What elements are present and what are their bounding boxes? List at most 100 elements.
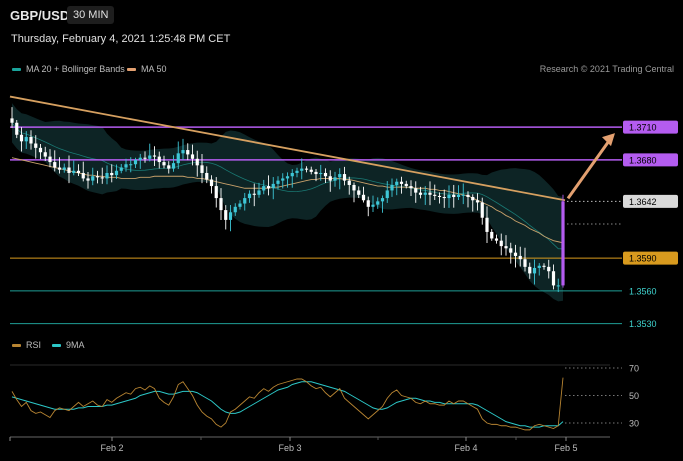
rsi-tick-30: 30 xyxy=(629,419,639,429)
candle-body xyxy=(219,198,223,211)
candle-body xyxy=(480,202,484,218)
price-label-box-1.3710 xyxy=(623,120,678,134)
candle-body xyxy=(143,157,147,159)
legend-swatch-ma50 xyxy=(127,67,136,71)
candle-body xyxy=(385,190,389,199)
candle-body xyxy=(43,152,47,157)
candle-body xyxy=(209,179,214,187)
candle-body xyxy=(129,164,133,166)
candle-body xyxy=(119,167,123,171)
candle-body xyxy=(290,172,294,177)
candle-body xyxy=(247,193,252,199)
timeframe-badge[interactable]: 30 MIN xyxy=(67,6,115,24)
bollinger-band-area xyxy=(12,103,563,302)
candle-body xyxy=(15,122,19,135)
candle-body xyxy=(361,194,366,201)
legend-rsi-label: RSI xyxy=(26,340,42,350)
candle-body xyxy=(167,165,171,169)
candle-body xyxy=(62,167,66,170)
candle-body xyxy=(437,195,442,197)
candle-body xyxy=(233,206,237,213)
candle-body xyxy=(266,186,271,189)
candle-body xyxy=(371,204,375,207)
candle-body xyxy=(81,172,85,179)
candle-body xyxy=(124,164,128,168)
candle-body xyxy=(518,255,522,260)
candle-body xyxy=(176,153,180,164)
candle-body xyxy=(271,183,275,189)
legend-9ma-label: 9MA xyxy=(66,340,85,350)
candle-body xyxy=(542,265,546,267)
candle-body xyxy=(295,170,299,173)
symbol-title: GBP/USD xyxy=(10,8,70,23)
trendline xyxy=(9,95,566,202)
legend-rsi: RSI xyxy=(12,340,41,350)
candle-body xyxy=(243,198,247,204)
candle-body xyxy=(105,172,109,179)
candle-body xyxy=(309,169,313,172)
candle-body xyxy=(376,201,380,205)
candle-body xyxy=(181,150,185,154)
candle-body xyxy=(499,240,503,247)
candle-body xyxy=(114,170,119,176)
candle-body xyxy=(238,203,242,207)
candle-body xyxy=(157,156,161,163)
candle-body xyxy=(399,181,404,184)
candle-body xyxy=(276,180,280,184)
candle-body xyxy=(561,201,565,286)
ma20-line xyxy=(11,122,564,250)
candle-body xyxy=(314,171,318,175)
candle-body xyxy=(547,266,551,272)
candle-body xyxy=(461,194,465,196)
candle-body xyxy=(556,285,560,287)
candle-body xyxy=(257,190,261,195)
candle-body xyxy=(452,194,456,197)
candle-body xyxy=(205,172,209,180)
legend-ma20-label: MA 20 + Bollinger Bands xyxy=(26,64,125,74)
candle-body xyxy=(485,217,489,232)
rsi-line xyxy=(11,377,564,431)
candle-body xyxy=(395,181,399,185)
candle-body xyxy=(404,183,408,187)
candle-body xyxy=(418,192,423,195)
candle-body xyxy=(494,238,499,241)
candle-body xyxy=(281,178,285,181)
candle-body xyxy=(357,190,361,195)
price-label-1.3710: 1.3710 xyxy=(629,123,657,133)
candle-body xyxy=(532,267,537,274)
candle-body xyxy=(342,174,347,181)
candle-body xyxy=(347,180,351,185)
candle-body xyxy=(57,167,62,170)
rsi-tick-70: 70 xyxy=(629,364,639,374)
candle-body xyxy=(152,155,157,157)
candle-body xyxy=(19,134,24,142)
candle-body xyxy=(490,231,494,239)
candle-body xyxy=(285,176,290,179)
candle-body xyxy=(10,118,14,123)
datetime-label: Thursday, February 4, 2021 1:25:48 PM CE… xyxy=(11,33,231,45)
candle-body xyxy=(509,248,513,253)
candle-body xyxy=(433,194,437,196)
price-label-1.3560: 1.3560 xyxy=(629,286,657,296)
price-label-box-1.3642 xyxy=(623,194,678,208)
candle-body xyxy=(366,200,370,207)
candle-body xyxy=(456,194,461,197)
candle-body xyxy=(34,143,38,148)
price-label-box-1.3590 xyxy=(623,251,678,265)
candle-body xyxy=(528,266,532,274)
candle-body xyxy=(95,176,100,178)
candle-body xyxy=(228,212,233,220)
candle-body xyxy=(447,194,451,199)
candle-body xyxy=(110,172,114,176)
x-tick-label-Feb-3: Feb 3 xyxy=(278,443,301,453)
candle-body xyxy=(262,186,266,191)
candle-body xyxy=(214,186,218,199)
candle-body xyxy=(551,271,556,286)
candle-body xyxy=(53,162,57,168)
candle-body xyxy=(304,168,309,170)
candle-body xyxy=(24,136,28,142)
candle-body xyxy=(38,147,43,153)
copyright-text: Research © 2021 Trading Central xyxy=(539,64,674,74)
candle-body xyxy=(72,170,76,173)
